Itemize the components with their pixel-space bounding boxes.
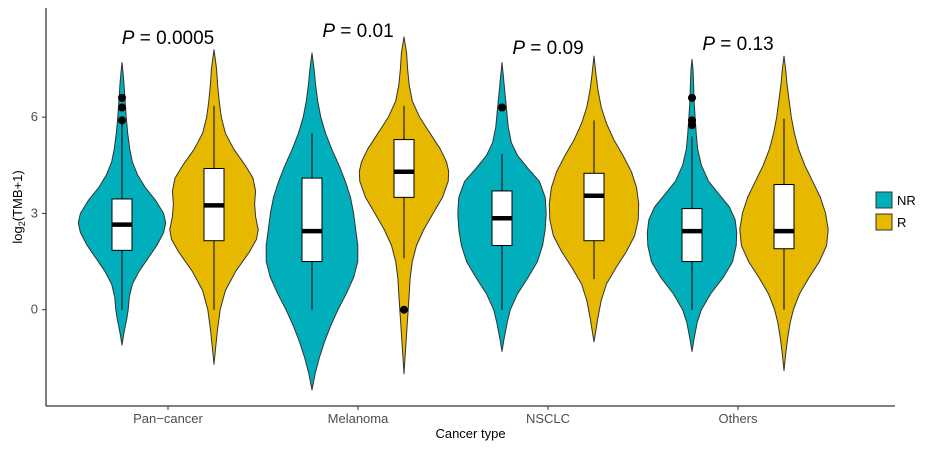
- box-iqr: [393, 139, 415, 198]
- y-axis-title-log: log: [10, 226, 25, 243]
- x-tick-label: Melanoma: [328, 411, 389, 426]
- x-tick-label: Pan−cancer: [133, 411, 203, 426]
- outlier-point: [118, 93, 126, 102]
- p-value-annotations: P = 0.0005 P = 0.01P = 0.09 P = 0.13: [122, 21, 774, 59]
- p-letter: P: [512, 38, 525, 59]
- y-axis-title: log2(TMB+1): [10, 170, 27, 243]
- p-value: = 0.13: [715, 34, 774, 55]
- y-tick-label: 0: [31, 302, 38, 317]
- x-axis-title: Cancer type: [435, 426, 505, 441]
- box-iqr: [681, 208, 703, 263]
- outlier-point: [400, 305, 408, 314]
- legend-swatch-r: [875, 213, 893, 231]
- x-tick-label: Others: [718, 411, 758, 426]
- y-ticks: 0 3 6: [31, 109, 46, 317]
- p-letter: P: [122, 28, 135, 49]
- p-value: = 0.09: [525, 38, 584, 59]
- y-axis-title-subscript: 2: [17, 221, 27, 226]
- outlier-point: [688, 116, 696, 125]
- legend-label-r: R: [897, 215, 906, 230]
- p-value: = 0.01: [335, 21, 394, 42]
- box-iqr: [583, 172, 605, 242]
- axes: [45, 8, 895, 407]
- p-value-label: P = 0.13: [702, 34, 773, 55]
- outlier-point: [118, 103, 126, 112]
- legend-swatch-nr: [875, 191, 893, 209]
- x-ticks: Pan−cancer Melanoma NSCLC Others: [133, 406, 758, 426]
- outlier-point: [118, 116, 126, 125]
- box-iqr: [301, 177, 323, 263]
- x-tick-label: NSCLC: [526, 411, 570, 426]
- p-letter: P: [322, 21, 335, 42]
- p-value-label: P = 0.0005: [122, 28, 214, 49]
- y-tick-label: 3: [31, 205, 38, 220]
- y-tick-label: 6: [31, 109, 38, 124]
- p-value: = 0.0005: [134, 28, 214, 49]
- y-axis-title-rest: (TMB+1): [10, 170, 25, 221]
- outlier-point: [498, 103, 506, 112]
- p-letter: P: [702, 34, 715, 55]
- box-iqr: [773, 184, 795, 250]
- p-value-label: P = 0.09: [512, 38, 583, 59]
- legend: NR R: [875, 191, 916, 231]
- legend-label-nr: NR: [897, 193, 916, 208]
- p-value-label: P = 0.01: [322, 21, 393, 42]
- outlier-point: [688, 93, 696, 102]
- violin-layer: [77, 36, 829, 391]
